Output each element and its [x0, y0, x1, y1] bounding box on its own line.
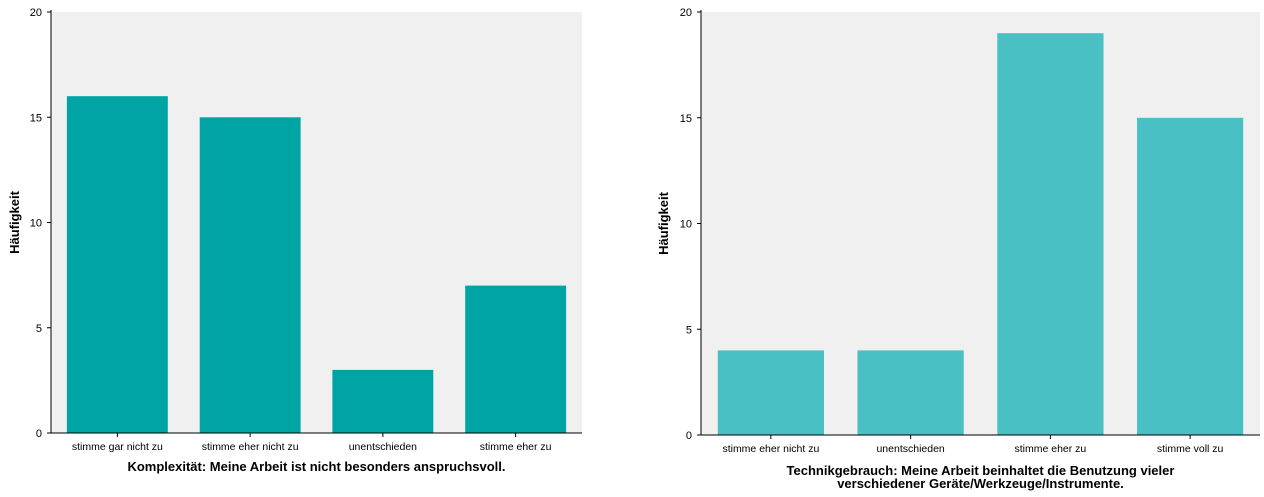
- y-tick-label: 5: [686, 324, 692, 336]
- x-tick-label: stimme eher nicht zu: [202, 441, 299, 453]
- chart-technikgebrauch-svg: stimme eher nicht zu unentschieden stimme …: [656, 7, 1260, 491]
- x-tick-label: stimme eher zu: [1014, 443, 1086, 455]
- y-tick-label: 0: [686, 430, 692, 442]
- chart-komplexitaet: stimme gar nicht zu stimme eher nicht zu u…: [0, 0, 600, 497]
- bar: [332, 369, 434, 433]
- x-axis-title: Technikgebrauch: Meine Arbeit beinhaltet…: [787, 463, 1175, 478]
- bar: [1137, 117, 1244, 436]
- bar: [717, 350, 824, 435]
- x-axis-title: verschiedener Geräte/Werkzeuge/Instrumen…: [837, 476, 1124, 491]
- y-axis-label: Häufigkeit: [656, 191, 671, 255]
- x-tick-label: stimme eher nicht zu: [722, 443, 819, 455]
- x-tick-label: stimme eher zu: [480, 441, 552, 453]
- bar: [199, 117, 301, 434]
- y-tick-label: 20: [680, 7, 692, 19]
- bar: [857, 350, 964, 435]
- y-tick-label: 10: [680, 219, 692, 231]
- y-tick-label: 20: [30, 7, 42, 19]
- y-axis-label: Häufigkeit: [7, 190, 22, 254]
- y-tick-label: 0: [36, 428, 42, 440]
- y-tick-label: 5: [36, 323, 42, 335]
- bar: [997, 33, 1104, 435]
- chart-technikgebrauch: stimme eher nicht zu unentschieden stimme …: [650, 0, 1264, 497]
- x-tick-label: stimme gar nicht zu: [72, 441, 163, 453]
- y-tick-label: 10: [30, 218, 42, 230]
- x-axis-title: Komplexität: Meine Arbeit ist nicht beso…: [127, 459, 505, 474]
- y-tick-label: 15: [680, 113, 692, 125]
- x-tick-label: unentschieden: [349, 441, 417, 453]
- x-tick-label: stimme voll zu: [1157, 443, 1224, 455]
- x-tick-label: unentschieden: [876, 443, 944, 455]
- bar: [465, 285, 567, 433]
- y-tick-label: 15: [30, 112, 42, 124]
- bar: [66, 96, 168, 433]
- chart-komplexitaet-svg: stimme gar nicht zu stimme eher nicht zu u…: [7, 7, 582, 474]
